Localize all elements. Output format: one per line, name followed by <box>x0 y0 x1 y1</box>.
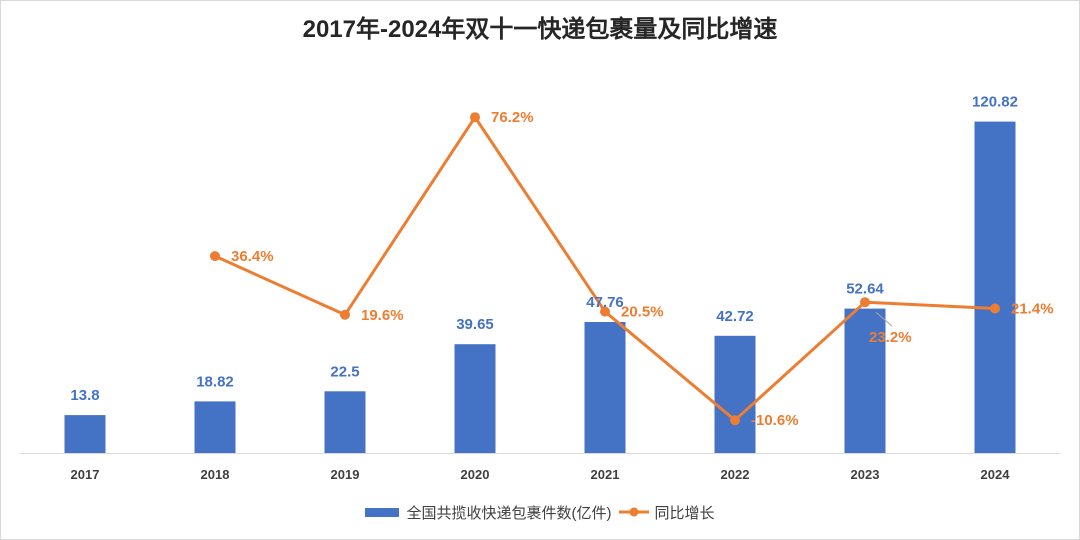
x-tick-label-2017: 2017 <box>71 467 100 482</box>
growth-value-label-2023: 23.2% <box>869 329 912 346</box>
bar-value-label-2019: 22.5 <box>330 363 359 380</box>
legend-item-growth-rate: 同比增长 <box>619 502 715 523</box>
x-tick-label-2024: 2024 <box>981 467 1011 482</box>
bar-value-label-2023: 52.64 <box>846 281 884 298</box>
legend-item-parcel-volume: 全国共揽收快递包裹件数(亿件) <box>365 502 611 523</box>
bar-2024 <box>974 121 1016 453</box>
bar-2020 <box>454 344 496 453</box>
x-tick-label-2018: 2018 <box>201 467 230 482</box>
bar-series-parcel-volume <box>64 121 1016 453</box>
bar-value-label-2017: 13.8 <box>70 387 99 404</box>
growth-value-label-2018: 36.4% <box>231 248 274 265</box>
bar-value-label-2021: 47.76 <box>586 294 624 311</box>
legend-swatch-bar <box>365 507 400 517</box>
growth-point-2021 <box>600 306 610 317</box>
bar-value-label-2018: 18.82 <box>196 373 234 390</box>
bar-2019 <box>324 391 366 453</box>
growth-point-2024 <box>990 303 1000 314</box>
data-labels: 13.8 18.82 22.5 39.65 47.76 42.72 52.64 120.82 3… <box>70 94 1053 430</box>
legend-line-marker <box>629 507 639 517</box>
chart-legend: 全国共揽收快递包裹件数(亿件) 同比增长 <box>0 501 1080 523</box>
bar-value-label-2020: 39.65 <box>456 316 494 333</box>
x-tick-label-2019: 2019 <box>331 467 360 482</box>
chart-title: 2017年-2024年双十一快递包裹量及同比增速 <box>302 16 778 43</box>
growth-point-2019 <box>340 309 350 320</box>
bar-value-label-2024: 120.82 <box>972 94 1018 111</box>
legend-label-growth-rate: 同比增长 <box>654 504 715 522</box>
growth-point-2023 <box>860 297 870 308</box>
x-tick-label-2023: 2023 <box>851 467 880 482</box>
bar-2017 <box>64 415 106 453</box>
x-axis-tick-labels: 2017 2018 2019 2020 2021 2022 2023 2024 <box>71 467 1011 482</box>
growth-value-label-2022: -10.6% <box>751 412 799 429</box>
x-tick-label-2020: 2020 <box>461 467 490 482</box>
line-series-growth-rate <box>210 112 1000 426</box>
bar-2018 <box>194 401 236 453</box>
growth-value-label-2024: 21.4% <box>1011 301 1054 318</box>
growth-value-label-2021: 20.5% <box>621 304 664 321</box>
bar-2021 <box>584 322 626 453</box>
bar-value-label-2022: 42.72 <box>716 308 754 325</box>
legend-swatch-line <box>619 507 650 517</box>
x-tick-label-2022: 2022 <box>721 467 750 482</box>
growth-value-label-2020: 76.2% <box>491 109 534 126</box>
growth-value-label-2019: 19.6% <box>361 307 404 324</box>
growth-point-2018 <box>210 251 220 262</box>
leader-line-2023 <box>875 311 893 327</box>
growth-point-2022 <box>730 415 740 426</box>
x-tick-label-2021: 2021 <box>591 467 620 482</box>
legend-label-parcel-volume: 全国共揽收快递包裹件数(亿件) <box>406 504 612 522</box>
bar-2022 <box>714 335 756 453</box>
bar-2023 <box>844 308 886 453</box>
growth-point-2020 <box>470 112 480 123</box>
